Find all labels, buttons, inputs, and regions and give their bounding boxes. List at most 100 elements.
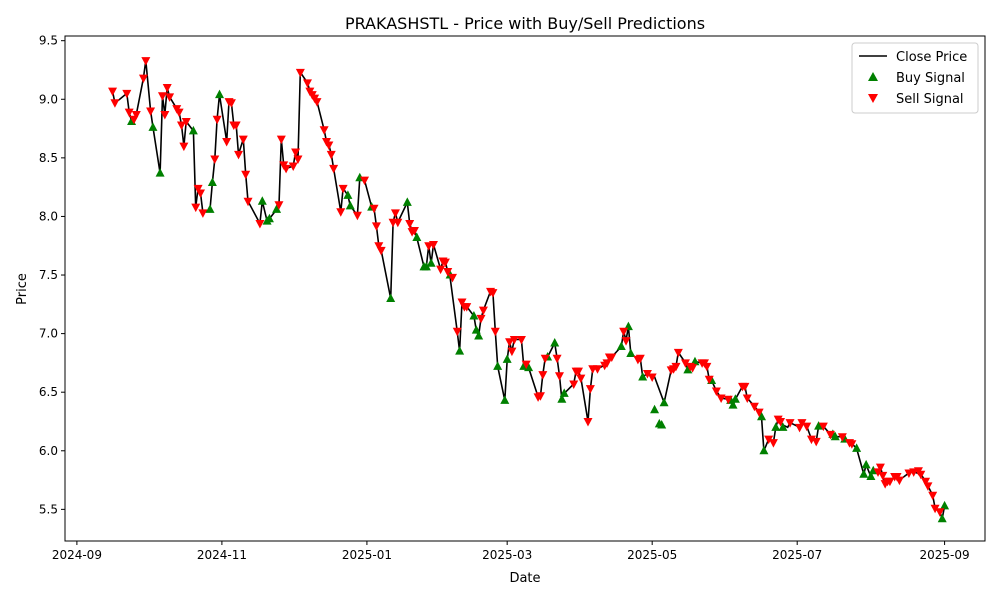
sell-signal-marker	[554, 372, 564, 381]
sell-signal-marker	[369, 204, 379, 214]
sell-signal-marker	[797, 419, 807, 428]
sell-signal-marker	[930, 504, 940, 514]
buy-signal-marker	[155, 168, 165, 177]
sell-signal-marker	[108, 87, 118, 97]
sell-signal-marker	[607, 353, 617, 363]
sell-signal-marker	[711, 387, 721, 397]
sell-signal-marker	[160, 111, 170, 120]
sell-signal-marker	[452, 327, 462, 337]
buy-signal-marker	[852, 443, 862, 452]
sell-signal-marker	[749, 402, 759, 412]
sell-signal-marker	[673, 348, 683, 358]
y-tick-label: 7.5	[39, 268, 58, 282]
sell-signal-marker	[196, 189, 206, 199]
sell-signal-marker	[428, 241, 438, 250]
sell-signal-marker	[847, 440, 857, 449]
sell-signal-marker	[916, 470, 926, 480]
sell-signal-marker	[704, 375, 714, 385]
y-tick-label: 7.0	[39, 327, 58, 341]
x-tick-label: 2025-09	[920, 548, 970, 562]
sell-signal-marker	[329, 164, 339, 174]
buy-signal-marker	[474, 330, 484, 340]
sell-signal-marker	[488, 289, 498, 298]
y-axis-label: Price	[15, 273, 30, 305]
sell-signal-marker	[538, 371, 548, 380]
sell-signal-marker	[702, 362, 712, 372]
x-tick-label: 2025-03	[482, 548, 532, 562]
buy-signal-marker	[757, 411, 767, 421]
buy-signal-marker	[559, 388, 569, 397]
sell-signal-marker	[885, 477, 895, 487]
sell-signal-marker	[573, 367, 583, 377]
buy-signal-marker	[859, 469, 869, 478]
y-tick-label: 6.0	[39, 444, 58, 458]
y-tick-label: 8.0	[39, 209, 58, 223]
buy-signal-marker	[205, 204, 215, 213]
sell-signal-marker	[157, 92, 167, 101]
sell-signal-marker	[776, 417, 786, 427]
sell-signal-marker	[837, 433, 847, 442]
sell-signal-marker	[241, 170, 251, 180]
sell-signal-marker	[288, 162, 298, 172]
sell-signal-marker	[507, 347, 517, 357]
sell-signal-marker	[110, 99, 120, 108]
buy-signal-marker	[188, 125, 198, 135]
sell-signal-marker	[360, 176, 370, 186]
sell-signal-marker	[324, 141, 334, 150]
sell-signal-marker	[754, 408, 764, 418]
x-tick-label: 2024-11	[197, 548, 247, 562]
sell-signal-marker	[928, 491, 938, 501]
sell-signal-marker	[811, 437, 821, 447]
sell-signal-marker	[635, 354, 645, 364]
sell-signal-marker	[212, 115, 222, 125]
buy-signal-marker	[814, 421, 824, 430]
sell-signal-marker	[935, 508, 945, 517]
sell-signal-marker	[176, 121, 186, 131]
sell-signal-marker	[521, 360, 531, 370]
sell-signal-marker	[740, 382, 750, 392]
sell-signal-marker	[462, 303, 472, 312]
sell-signal-marker	[619, 327, 629, 337]
sell-signal-marker	[825, 430, 835, 440]
buy-signal-marker	[215, 89, 225, 99]
sell-signal-marker	[647, 373, 657, 382]
buy-signal-marker	[830, 431, 840, 441]
legend-entry-sell-signal: Sell Signal	[896, 92, 964, 107]
sell-signal-marker	[376, 246, 386, 256]
sell-signal-marker	[540, 354, 550, 364]
sell-signal-marker	[319, 126, 329, 135]
sell-signal-marker	[326, 150, 336, 160]
sell-signal-marker	[878, 471, 888, 481]
sell-signal-marker	[198, 209, 208, 218]
sell-signal-marker	[621, 337, 631, 346]
sell-signal-marker	[193, 184, 203, 194]
sell-signal-marker	[210, 155, 220, 165]
buy-signal-marker	[386, 293, 396, 302]
buy-signal-marker	[659, 397, 669, 407]
sell-signal-marker	[352, 211, 362, 221]
y-tick-label: 8.5	[39, 151, 58, 165]
sell-signal-marker	[764, 435, 774, 445]
sell-signal-marker	[291, 148, 301, 157]
sell-signal-marker	[405, 219, 415, 229]
legend-sell-marker	[868, 94, 878, 103]
buy-signal-marker	[861, 459, 871, 469]
sell-signal-marker	[138, 74, 148, 84]
sell-signal-marker	[447, 273, 457, 283]
sell-signal-marker	[243, 197, 253, 207]
buy-signal-marker	[638, 371, 648, 381]
y-tick-label: 9.0	[39, 92, 58, 106]
buy-signal-marker	[728, 400, 738, 409]
sell-signal-marker	[281, 164, 291, 174]
sell-signal-marker	[476, 314, 486, 324]
buy-signal-marker	[616, 341, 626, 350]
x-tick-label: 2025-05	[627, 548, 677, 562]
sell-signal-marker	[255, 219, 265, 229]
sell-signal-marker	[642, 369, 652, 379]
legend-box	[851, 42, 979, 114]
y-axis-ticks: 5.5 6.0 6.5 7.0 7.5 8.0 8.5 9.0 9.5	[39, 34, 65, 516]
buy-signal-marker	[940, 500, 950, 510]
buy-signal-marker	[272, 204, 282, 213]
buy-signal-marker	[730, 394, 740, 403]
buy-signal-marker	[493, 361, 503, 370]
